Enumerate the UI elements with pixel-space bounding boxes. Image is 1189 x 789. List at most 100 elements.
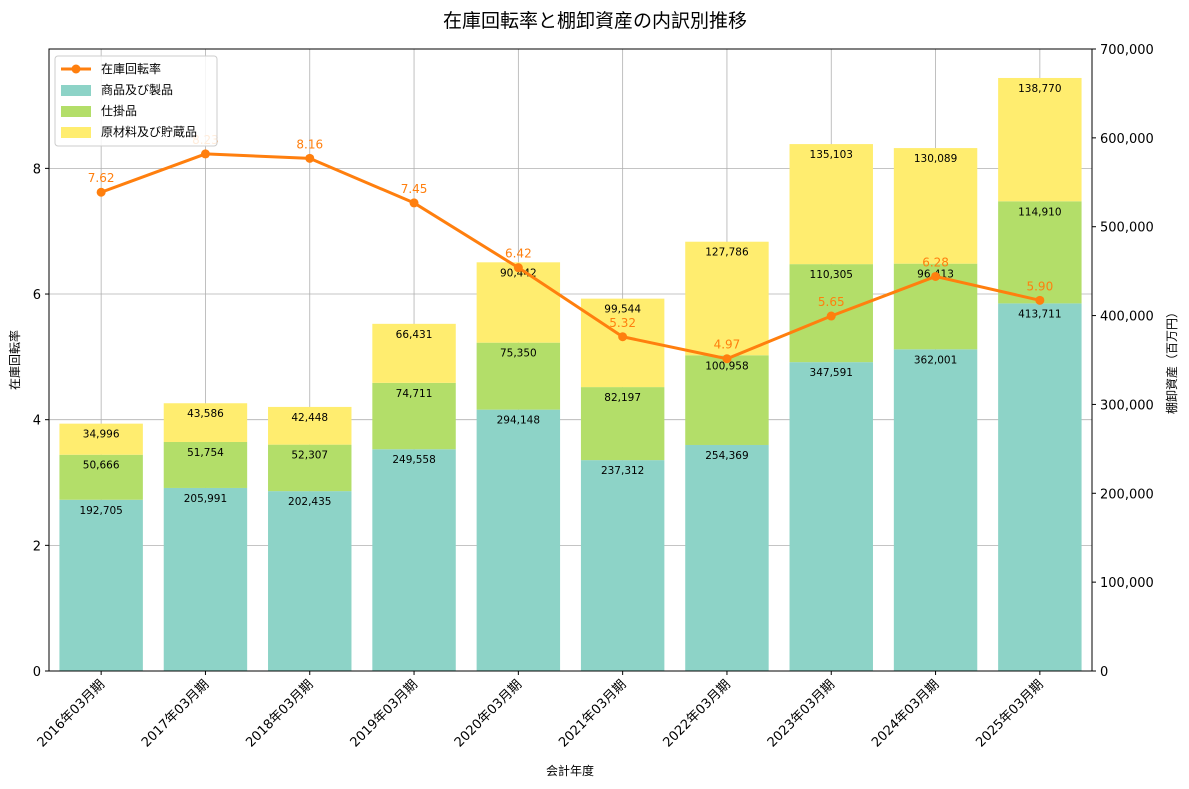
bar-value-label: 249,558 [392, 454, 435, 466]
bar-segment [163, 403, 248, 442]
legend-label: 仕掛品 [101, 103, 137, 118]
bar-value-label: 127,786 [705, 247, 749, 259]
bar-value-label: 82,197 [604, 392, 641, 404]
legend-label: 原材料及び貯蔵品 [101, 125, 197, 139]
turnover-point [409, 198, 419, 208]
bar-value-label: 237,312 [601, 465, 644, 477]
turnover-point [826, 311, 836, 321]
bar-segment [685, 444, 769, 671]
chart-title: 在庫回転率と棚卸資産の内訳別推移 [443, 10, 747, 32]
bar-value-label: 42,448 [291, 412, 328, 424]
bar-segment [476, 409, 561, 671]
bar-value-label: 110,305 [810, 269, 853, 281]
bar-segment [998, 201, 1082, 304]
turnover-line-layer: 7.628.238.167.456.425.324.975.656.285.90 [88, 133, 1053, 364]
turnover-value-label: 6.42 [505, 247, 532, 261]
turnover-value-label: 4.97 [714, 338, 741, 352]
turnover-point [200, 149, 210, 159]
bar-segment [372, 449, 456, 671]
x-tick-label: 2020年03月期 [452, 677, 525, 750]
y-right-tick-label: 700,000 [1100, 43, 1154, 58]
bar-value-label: 66,431 [396, 329, 433, 341]
bar-segment [789, 144, 873, 265]
bar-value-label: 254,369 [705, 450, 748, 462]
turnover-point [513, 263, 523, 273]
y-axis-left-label: 在庫回転率 [7, 330, 22, 390]
bar-value-labels: 192,705 205,991 202,435 249,558 294,148 237,3… [79, 83, 1061, 517]
bar-value-label: 34,996 [83, 429, 120, 441]
bar-segment [685, 241, 769, 356]
bar-value-label: 99,544 [604, 304, 641, 316]
y-left-tick-label: 8 [33, 162, 41, 177]
x-tick-label: 2021年03月期 [556, 677, 629, 750]
bar-value-label: 43,586 [187, 408, 224, 420]
x-tick-label: 2017年03月期 [139, 677, 212, 750]
x-tick-label: 2016年03月期 [35, 677, 108, 750]
legend-swatch [61, 106, 91, 117]
bar-value-label: 347,591 [810, 367, 853, 379]
bar-value-label: 100,958 [705, 360, 748, 372]
bar-segment [268, 406, 352, 445]
bar-value-label: 192,705 [79, 505, 122, 517]
turnover-value-label: 7.62 [88, 171, 115, 185]
legend-label: 在庫回転率 [101, 61, 161, 76]
bar-segment [59, 423, 143, 455]
bar-value-label: 52,307 [291, 450, 328, 462]
bar-value-label: 51,754 [187, 447, 224, 459]
bar-value-label: 130,089 [914, 153, 957, 165]
x-tick-label: 2024年03月期 [869, 677, 942, 750]
turnover-value-label: 5.90 [1026, 279, 1053, 293]
y-left-tick-label: 4 [33, 414, 41, 429]
bar-value-label: 138,770 [1018, 83, 1061, 95]
bar-value-label: 114,910 [1018, 206, 1061, 218]
y-right-tick-label: 100,000 [1100, 576, 1154, 591]
x-tick-label: 2023年03月期 [765, 677, 838, 750]
bar-value-label: 50,666 [83, 460, 120, 472]
x-tick-label: 2025年03月期 [973, 677, 1046, 750]
bar-segment [789, 362, 873, 671]
bar-value-label: 205,991 [184, 493, 227, 505]
x-axis-label: 会計年度 [546, 763, 594, 778]
turnover-line [100, 152, 1041, 361]
bar-segment [163, 441, 248, 488]
bar-segment [893, 148, 978, 264]
turnover-value-label: 5.65 [818, 295, 845, 309]
bar-value-label: 74,711 [396, 388, 433, 400]
legend-swatch [61, 85, 91, 96]
turnover-value-label: 8.16 [296, 137, 323, 151]
turnover-point [722, 354, 732, 364]
bar-segment [268, 491, 352, 671]
turnover-point [931, 271, 941, 281]
y-left-tick-label: 2 [33, 539, 41, 554]
legend-marker [71, 64, 81, 74]
bar-segment [685, 355, 769, 445]
y-right-tick-label: 600,000 [1100, 132, 1154, 147]
plot-frame [48, 48, 1093, 672]
y-right-tick-label: 500,000 [1100, 221, 1154, 236]
bar-segment [476, 262, 561, 343]
bar-segment [476, 342, 561, 410]
legend-box [54, 55, 218, 147]
legend-swatch [61, 127, 91, 138]
bar-segment [893, 349, 978, 671]
y-right-tick-label: 400,000 [1100, 310, 1154, 325]
bars-layer [59, 77, 1082, 671]
bar-segment [580, 387, 665, 461]
bar-value-label: 75,350 [500, 348, 537, 360]
turnover-value-label: 7.45 [401, 182, 428, 196]
bar-segment [163, 487, 248, 671]
y-left-tick-label: 6 [33, 288, 41, 303]
legend-label: 商品及び製品 [101, 82, 173, 97]
bar-value-label: 294,148 [497, 415, 540, 427]
bar-segment [59, 454, 143, 500]
bar-segment [372, 382, 456, 450]
bar-value-label: 90,442 [500, 267, 537, 279]
y-right-tick-label: 0 [1100, 665, 1108, 680]
bar-value-label: 202,435 [288, 496, 331, 508]
bar-segment [580, 460, 665, 671]
x-tick-label: 2022年03月期 [660, 677, 733, 750]
y-left-tick-label: 0 [33, 665, 41, 680]
bar-segment [59, 499, 143, 671]
